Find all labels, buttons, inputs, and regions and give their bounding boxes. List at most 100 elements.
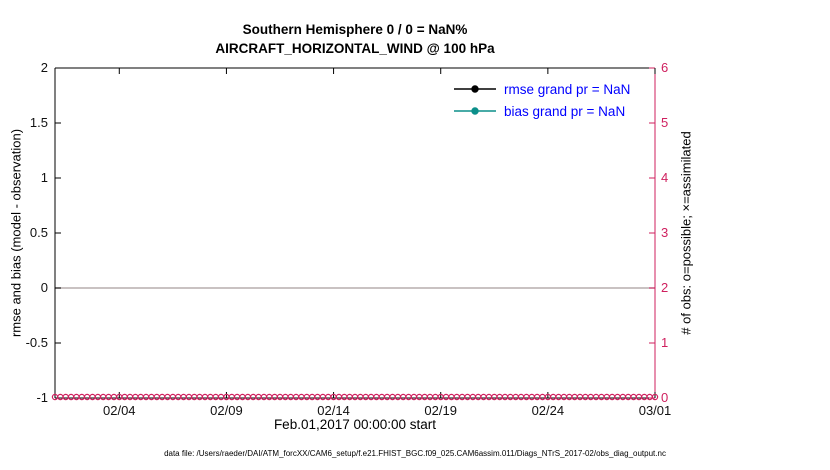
possible-obs-marker	[212, 393, 219, 401]
plot-title-line2: AIRCRAFT_HORIZONTAL_WIND @ 100 hPa	[215, 41, 495, 56]
left-y-tick-label: -1	[36, 390, 48, 405]
right-y-tick-label: 1	[661, 335, 669, 350]
possible-obs-marker	[416, 393, 423, 401]
left-y-tick-label: 0.5	[29, 225, 48, 240]
possible-obs-marker	[550, 393, 557, 401]
possible-obs-marker	[592, 393, 600, 401]
legend-item-bias: bias grand pr = NaN	[452, 100, 630, 122]
x-tick-label: 02/09	[210, 403, 243, 418]
possible-obs-marker	[233, 393, 241, 401]
left-y-tick-label: 1.5	[29, 115, 48, 130]
possible-obs-marker	[175, 393, 182, 401]
possible-obs-marker	[137, 393, 144, 401]
possible-obs-marker	[105, 393, 112, 401]
left-y-tick-label: 0	[40, 280, 48, 295]
possible-obs-marker	[276, 393, 284, 401]
possible-obs-marker	[148, 393, 155, 401]
possible-obs-marker	[389, 393, 396, 401]
possible-obs-marker	[566, 393, 573, 401]
possible-obs-marker	[496, 393, 503, 401]
bias-line-sample-icon	[452, 104, 498, 118]
possible-obs-marker	[400, 393, 407, 401]
right-y-tick-label: 4	[661, 170, 669, 185]
possible-obs-marker	[448, 393, 455, 401]
possible-obs-marker	[480, 393, 487, 401]
x-tick-label: 02/24	[531, 403, 565, 418]
possible-obs-marker	[287, 393, 294, 401]
possible-obs-marker	[196, 393, 203, 401]
possible-obs-marker	[421, 393, 428, 401]
possible-obs-marker	[485, 393, 493, 401]
possible-obs-marker	[78, 393, 85, 401]
possible-obs-marker	[378, 393, 385, 401]
x-tick-label: 03/01	[638, 403, 672, 418]
possible-obs-marker	[292, 393, 300, 401]
possible-obs-marker	[646, 393, 653, 401]
possible-obs-marker	[308, 393, 316, 401]
right-y-tick-label: 2	[661, 280, 669, 295]
possible-obs-marker	[169, 393, 177, 401]
possible-obs-marker	[239, 393, 246, 401]
legend: rmse grand pr = NaN bias grand pr = NaN	[452, 78, 630, 122]
possible-obs-marker	[571, 393, 578, 401]
possible-obs-marker	[121, 393, 128, 401]
possible-obs-marker	[357, 393, 364, 401]
possible-obs-marker	[142, 393, 150, 401]
possible-obs-marker	[582, 393, 589, 401]
possible-obs-marker	[383, 393, 391, 401]
possible-obs-marker	[619, 393, 627, 401]
possible-obs-marker	[641, 393, 648, 401]
possible-obs-marker	[587, 393, 594, 401]
possible-obs-marker	[314, 393, 321, 401]
possible-obs-marker	[576, 393, 584, 401]
possible-obs-marker	[362, 393, 369, 401]
possible-obs-marker	[250, 393, 257, 401]
x-axis-label: Feb.01,2017 00:00:00 start	[273, 417, 437, 432]
possible-obs-marker	[158, 393, 166, 401]
possible-obs-marker	[164, 393, 171, 401]
possible-obs-marker	[528, 393, 535, 401]
possible-obs-marker	[57, 393, 64, 401]
possible-obs-marker	[453, 393, 460, 401]
possible-obs-marker	[517, 393, 525, 401]
possible-obs-marker	[282, 393, 289, 401]
possible-obs-marker	[73, 393, 80, 401]
possible-obs-marker	[598, 393, 605, 401]
possible-obs-marker	[191, 393, 198, 401]
possible-obs-marker	[185, 393, 193, 401]
possible-obs-marker	[555, 393, 562, 401]
possible-obs-marker	[367, 393, 375, 401]
left-y-tick-label: 1	[40, 170, 48, 185]
right-y-tick-label: 5	[661, 115, 669, 130]
possible-obs-marker	[132, 393, 139, 401]
right-y-tick-label: 3	[661, 225, 669, 240]
possible-obs-marker	[341, 393, 348, 401]
possible-obs-marker	[458, 393, 466, 401]
possible-obs-marker	[512, 393, 519, 401]
possible-obs-marker	[325, 393, 332, 401]
possible-obs-marker	[271, 393, 278, 401]
data-file-caption: data file: /Users/raeder/DAI/ATM_forcXX/…	[164, 449, 666, 458]
possible-obs-marker	[432, 393, 439, 401]
possible-obs-marker	[442, 393, 450, 401]
possible-obs-marker	[603, 393, 610, 401]
left-y-tick-label: -0.5	[25, 335, 48, 350]
possible-obs-marker	[507, 393, 514, 401]
legend-label-rmse: rmse grand pr = NaN	[504, 81, 631, 97]
possible-obs-marker	[394, 393, 402, 401]
possible-obs-marker	[335, 393, 343, 401]
plot-title-line1: Southern Hemisphere 0 / 0 = NaN%	[242, 22, 468, 37]
possible-obs-marker	[180, 393, 187, 401]
left-y-tick-label: 2	[40, 60, 48, 75]
possible-obs-marker	[255, 393, 262, 401]
possible-obs-marker	[100, 393, 107, 401]
possible-obs-marker	[83, 393, 91, 401]
possible-obs-marker	[126, 393, 134, 401]
possible-obs-marker	[244, 393, 252, 401]
possible-obs-marker	[426, 393, 434, 401]
possible-obs-marker	[614, 393, 621, 401]
x-tick-label: 02/14	[317, 403, 350, 418]
possible-obs-marker	[351, 393, 359, 401]
possible-obs-marker	[266, 393, 273, 401]
